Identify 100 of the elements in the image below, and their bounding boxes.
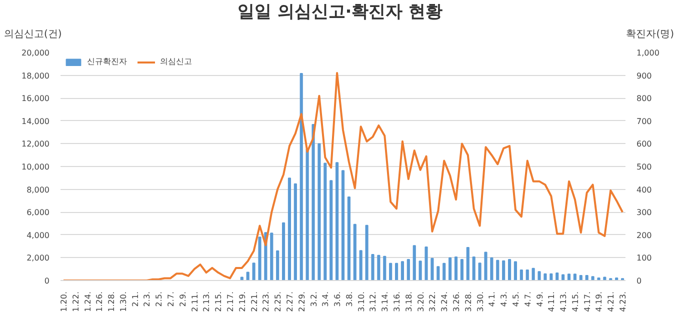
y2-tick-label: 600 (636, 140, 652, 149)
x-tick-label: 4.5. (511, 292, 520, 307)
x-tick-label: 4.9. (535, 292, 544, 307)
bar (430, 258, 434, 280)
x-tick-label: 3.22. (428, 291, 438, 312)
x-tick-label: 2.27. (285, 291, 294, 312)
y2-tick-label: 700 (636, 116, 652, 126)
y-axis-title: 의심신고(건) (4, 28, 62, 42)
x-tick-label: 3.8. (344, 292, 354, 307)
bar (585, 274, 588, 280)
bar (496, 260, 500, 280)
bar (359, 250, 362, 280)
bar (371, 254, 374, 280)
x-tick-label: 3.12. (368, 291, 378, 312)
bar (597, 277, 600, 280)
x-tick-label: 1.22. (71, 291, 80, 312)
y2-tick-label: 0 (636, 276, 642, 286)
y-tick-label: 18,000 (22, 71, 50, 80)
bar (436, 266, 440, 280)
y-tick-label: 16,000 (22, 94, 50, 104)
x-tick-label: 4.17. (582, 291, 592, 312)
x-tick-label: 4.19. (594, 291, 604, 312)
bar (550, 273, 553, 280)
bar (300, 72, 303, 280)
bar (579, 274, 582, 280)
bar (400, 261, 404, 280)
bar (288, 178, 292, 280)
x-tick-label: 4.23. (618, 291, 628, 312)
y2-tick-label: 1,000 (636, 48, 660, 58)
bar (448, 257, 452, 280)
y2-tick-label: 800 (636, 94, 652, 104)
bar (556, 272, 559, 280)
bar (294, 183, 297, 280)
x-tick-label: 2.29. (297, 291, 306, 312)
bar (318, 143, 321, 280)
bar (562, 274, 565, 280)
line-series (62, 72, 624, 280)
x-tick-label: 3.26. (452, 291, 461, 312)
x-tick-label: 3.28. (464, 291, 473, 312)
legend-label: 신규확진자 (87, 56, 127, 67)
bar (258, 236, 262, 280)
y2-axis-title: 확진자(명) (626, 28, 674, 42)
y-tick-label: 10,000 (22, 162, 50, 172)
y-tick-label: 0 (44, 276, 50, 286)
bar (490, 257, 494, 280)
x-tick-label: 4.7. (523, 292, 532, 307)
bar (394, 262, 398, 280)
bar (389, 262, 392, 280)
x-tick-label: 4.13. (559, 291, 568, 312)
y2-tick-label: 200 (636, 230, 652, 240)
bar (330, 180, 333, 280)
bar (365, 224, 368, 280)
bar (466, 246, 470, 280)
bar (418, 260, 422, 280)
x-tick-label: 1.28. (107, 291, 116, 312)
bar (567, 274, 571, 280)
y2-tick-label: 300 (636, 208, 652, 218)
x-tick-label: 2.5. (154, 292, 164, 307)
bar (520, 270, 523, 280)
bar (460, 259, 464, 280)
x-tick-label: 1.24. (83, 291, 92, 312)
x-tick-label: 2.23. (262, 291, 271, 312)
y-tick-label: 14,000 (22, 116, 50, 126)
y2-tick-label: 500 (636, 162, 652, 172)
y-tick-label: 2,000 (26, 254, 50, 263)
bar (406, 259, 410, 280)
x-tick-label: 2.1. (130, 292, 140, 307)
bar (424, 246, 428, 280)
bar (341, 170, 345, 280)
bar (347, 196, 350, 280)
bar (282, 222, 286, 280)
x-tick-label: 1.26. (95, 291, 104, 312)
bar (252, 262, 256, 280)
x-tick-label: 4.1. (488, 292, 497, 307)
bar (306, 148, 309, 280)
x-tick-label: 4.3. (500, 292, 509, 307)
y-tick-label: 4,000 (26, 230, 50, 240)
bar (478, 262, 482, 280)
bar (246, 272, 250, 280)
x-tick-label: 3.14. (380, 291, 390, 312)
bar (353, 224, 356, 280)
y2-tick-label: 400 (636, 185, 652, 194)
x-tick-label: 3.6. (333, 292, 342, 307)
x-tick-label: 3.24. (440, 291, 450, 312)
bar (484, 252, 488, 280)
x-tick-label: 4.11. (547, 291, 556, 312)
x-tick-label: 2.7. (166, 292, 176, 307)
bar (514, 261, 518, 280)
bar (383, 256, 386, 280)
bar (544, 273, 547, 280)
y-tick-label: 20,000 (22, 48, 50, 58)
y-tick-label: 6,000 (26, 208, 50, 218)
bar (412, 245, 416, 280)
y-tick-label: 8,000 (26, 185, 50, 194)
bar (532, 268, 535, 280)
x-tick-label: 4.21. (606, 291, 616, 312)
x-tick-label: 1.30. (118, 291, 128, 312)
bar (336, 162, 339, 280)
x-tick-label: 2.9. (178, 292, 188, 307)
bar (502, 260, 506, 280)
